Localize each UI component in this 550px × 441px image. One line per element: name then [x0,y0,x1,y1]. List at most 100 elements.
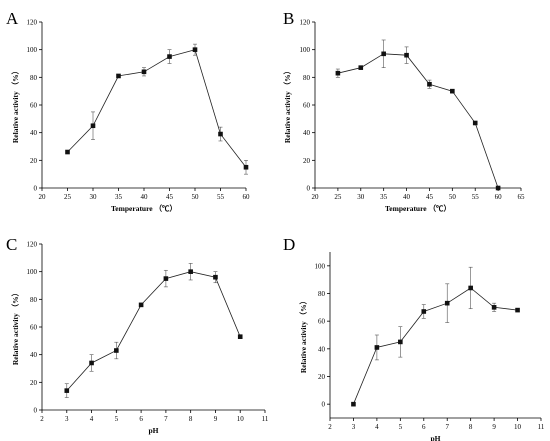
x-tick-label-b-2: 30 [357,193,365,201]
series-line-c [66,271,241,391]
x-tick-label-b-1: 25 [334,193,342,201]
y-tick-label-c-6: 120 [27,241,38,249]
x-tick-label-b-7: 55 [472,193,480,201]
x-tick-label-d-3: 5 [399,423,403,431]
y-tick-label-b-0: 0 [307,185,311,193]
data-point-a-3 [141,69,147,75]
x-tick-label-d-9: 11 [538,423,545,431]
y-tick-label-d-3: 60 [318,318,326,326]
x-tick-label-d-4: 6 [422,423,426,431]
x-tick-label-a-1: 25 [64,193,72,201]
data-point-d-0 [351,401,356,407]
x-tick-label-a-3: 35 [115,193,123,201]
y-tick-label-c-5: 100 [27,268,38,276]
x-tick-label-c-2: 4 [90,415,94,423]
x-axis-label-a: Temperature （℃） [111,203,177,213]
x-tick-label-c-0: 2 [40,415,44,423]
x-axis-label-b: Temperature （℃） [385,203,451,213]
series-line-b [337,53,499,189]
x-tick-label-a-4: 40 [141,193,149,201]
y-axis-label-c: Relative activity （%） [10,289,20,365]
x-tick-label-d-2: 4 [375,423,379,431]
y-tick-label-a-3: 60 [30,102,38,110]
series-line-d [353,287,518,405]
data-point-d-3 [421,309,427,314]
data-point-a-5 [192,47,198,52]
x-tick-label-a-5: 45 [166,193,174,201]
data-point-d-4 [444,300,450,306]
y-tick-label-b-2: 40 [303,129,311,137]
data-point-b-0 [335,70,341,76]
y-tick-label-a-4: 80 [30,74,38,82]
x-tick-label-b-5: 45 [426,193,434,201]
panel-letter-a: A [6,9,19,28]
x-tick-label-c-9: 11 [262,415,269,423]
panel-letter-b: B [283,9,294,28]
data-point-c-2 [114,348,119,353]
data-point-c-0 [64,388,70,393]
y-tick-label-a-1: 20 [30,157,38,165]
y-tick-label-b-3: 60 [303,102,311,110]
data-point-a-0 [65,149,70,155]
x-tick-label-d-0: 2 [328,423,332,431]
y-axis-label-d: Relative activity （%） [298,297,308,373]
x-tick-label-b-8: 60 [495,193,503,201]
y-tick-label-a-6: 120 [27,19,38,27]
data-point-a-6 [218,131,223,137]
x-tick-label-a-6: 50 [192,193,200,201]
data-point-d-6 [491,305,497,310]
y-tick-label-a-2: 40 [30,129,38,137]
data-point-c-5 [188,269,193,274]
data-point-d-2 [398,339,403,345]
x-tick-label-c-4: 6 [139,415,143,423]
x-axis-label-c: pH [148,426,158,435]
x-tick-label-c-6: 8 [189,415,193,423]
data-point-d-7 [515,307,520,313]
x-tick-label-b-6: 50 [449,193,457,201]
data-point-c-3 [138,302,144,308]
panel-letter-c: C [6,235,17,254]
data-point-c-7 [237,334,243,339]
data-point-b-7 [495,185,501,191]
data-point-b-3 [404,52,409,58]
data-point-a-7 [243,164,249,170]
data-point-b-6 [472,120,478,126]
y-tick-label-d-4: 80 [318,290,326,298]
y-tick-label-b-6: 120 [300,19,311,27]
data-point-b-4 [427,81,432,87]
data-point-d-1 [374,345,380,350]
y-tick-label-c-3: 60 [30,324,38,332]
data-point-a-2 [116,73,121,79]
x-axis-label-d: pH [430,434,440,441]
y-tick-label-d-1: 20 [318,373,326,381]
data-point-b-5 [450,88,455,94]
x-tick-label-c-5: 7 [164,415,168,423]
x-tick-label-a-0: 20 [39,193,47,201]
data-point-d-5 [468,285,473,291]
y-tick-label-c-1: 20 [30,379,38,387]
x-tick-label-a-2: 30 [90,193,98,201]
data-point-b-1 [358,65,364,70]
x-tick-label-d-8: 10 [514,423,522,431]
x-tick-label-b-3: 35 [380,193,388,201]
data-point-c-6 [213,274,218,280]
x-tick-label-c-1: 3 [65,415,69,423]
y-tick-label-b-5: 100 [300,46,311,54]
x-tick-label-c-8: 10 [237,415,245,423]
x-tick-label-d-6: 8 [469,423,473,431]
x-tick-label-d-5: 7 [445,423,449,431]
y-tick-label-c-0: 0 [34,407,38,415]
y-tick-label-c-2: 40 [30,351,38,359]
x-tick-label-d-1: 3 [352,423,356,431]
y-axis-label-b: Relative activity （%） [282,67,292,143]
x-tick-label-a-8: 60 [243,193,251,201]
data-point-c-1 [89,360,94,366]
series-line-a [67,49,247,168]
y-axis-label-a: Relative activity （%） [10,67,20,143]
data-point-b-2 [381,51,386,57]
data-point-a-1 [90,123,96,129]
y-tick-label-b-4: 80 [303,74,311,82]
y-tick-label-d-2: 40 [318,345,326,353]
y-tick-label-d-5: 100 [315,262,326,270]
